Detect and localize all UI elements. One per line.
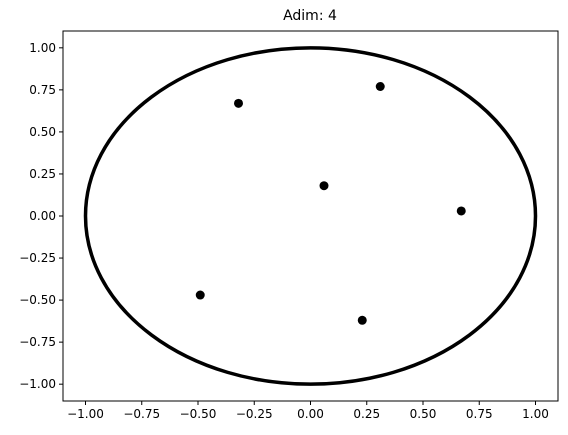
y-tick-label: 0.50 <box>29 125 56 139</box>
point <box>234 98 243 108</box>
x-tick-label: 0.00 <box>297 407 324 421</box>
y-tick-label: 0.00 <box>29 209 56 223</box>
y-tick-label: −0.25 <box>19 251 56 265</box>
y-tick-label: 1.00 <box>29 41 56 55</box>
x-tick-label: −0.50 <box>180 407 217 421</box>
point <box>195 290 205 300</box>
y-tick-label: −1.00 <box>19 377 56 391</box>
y-tick-label: −0.75 <box>19 335 56 349</box>
y-tick-label: 0.25 <box>29 167 56 181</box>
x-tick-label: 1.00 <box>522 407 549 421</box>
circle-shape <box>83 46 538 386</box>
chart-title: Adim: 4 <box>283 8 337 24</box>
point <box>357 315 367 325</box>
x-tick-label: 0.75 <box>466 407 493 421</box>
x-tick-label: 0.50 <box>410 407 437 421</box>
plot-frame <box>62 30 559 402</box>
x-tick-label: −0.25 <box>236 407 273 421</box>
point <box>375 82 385 91</box>
y-tick-label: 0.75 <box>29 83 56 97</box>
x-tick-label: 0.25 <box>353 407 380 421</box>
x-tick-label: −1.00 <box>67 407 104 421</box>
point <box>319 181 329 191</box>
point <box>456 206 466 216</box>
x-tick-label: −0.75 <box>123 407 160 421</box>
y-tick-label: −0.50 <box>19 293 56 307</box>
